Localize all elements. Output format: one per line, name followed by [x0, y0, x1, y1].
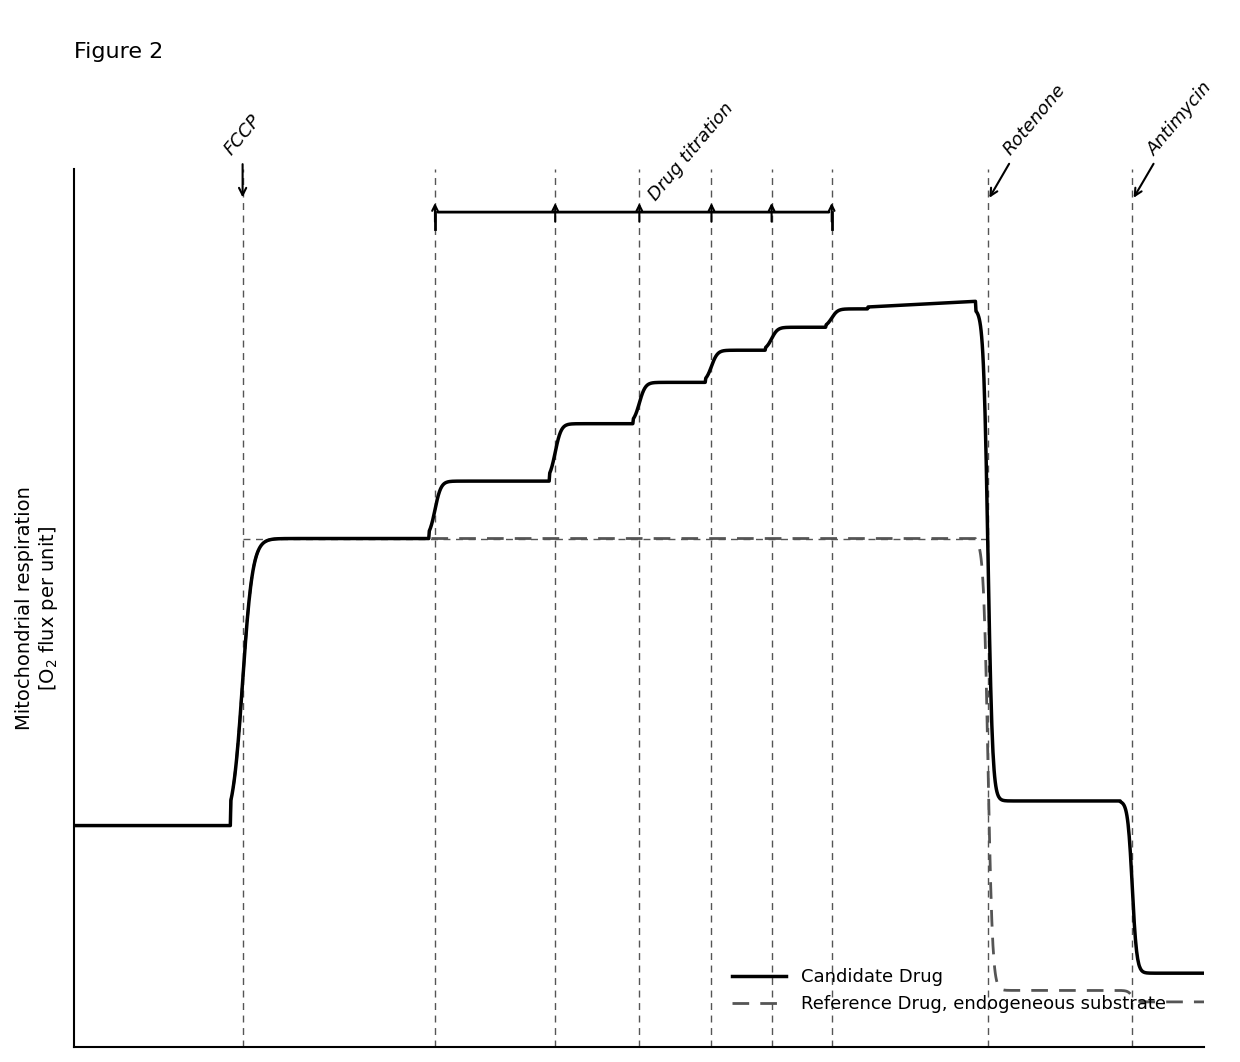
Text: FCCP: FCCP	[221, 112, 264, 195]
Y-axis label: Mitochondrial respiration
[O$_2$ flux per unit]: Mitochondrial respiration [O$_2$ flux pe…	[15, 486, 61, 731]
Legend: Candidate Drug, Reference Drug, endogeneous substrate: Candidate Drug, Reference Drug, endogene…	[724, 961, 1173, 1021]
Text: Figure 2: Figure 2	[74, 42, 164, 63]
Text: Antimycin: Antimycin	[1135, 78, 1216, 195]
Text: Rotenone: Rotenone	[991, 81, 1069, 195]
Text: Drug titration: Drug titration	[645, 99, 738, 204]
